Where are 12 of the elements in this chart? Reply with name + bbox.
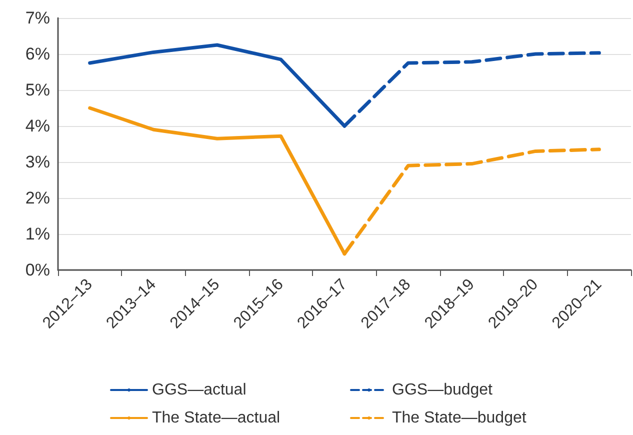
legend-label: The State—actual	[152, 410, 280, 426]
legend-label: GGS—budget	[392, 382, 494, 398]
legend-label: GGS—actual	[152, 382, 246, 398]
y-tick-label: 6%	[25, 44, 50, 64]
y-tick-label: 1%	[25, 224, 50, 244]
legend-label: The State—budget	[392, 410, 527, 426]
y-tick-label: 3%	[25, 152, 50, 172]
y-tick-label: 5%	[25, 80, 50, 100]
y-tick-label: 0%	[25, 260, 50, 280]
y-tick-label: 7%	[25, 8, 50, 28]
y-tick-label: 2%	[25, 188, 50, 208]
y-tick-label: 4%	[25, 116, 50, 136]
